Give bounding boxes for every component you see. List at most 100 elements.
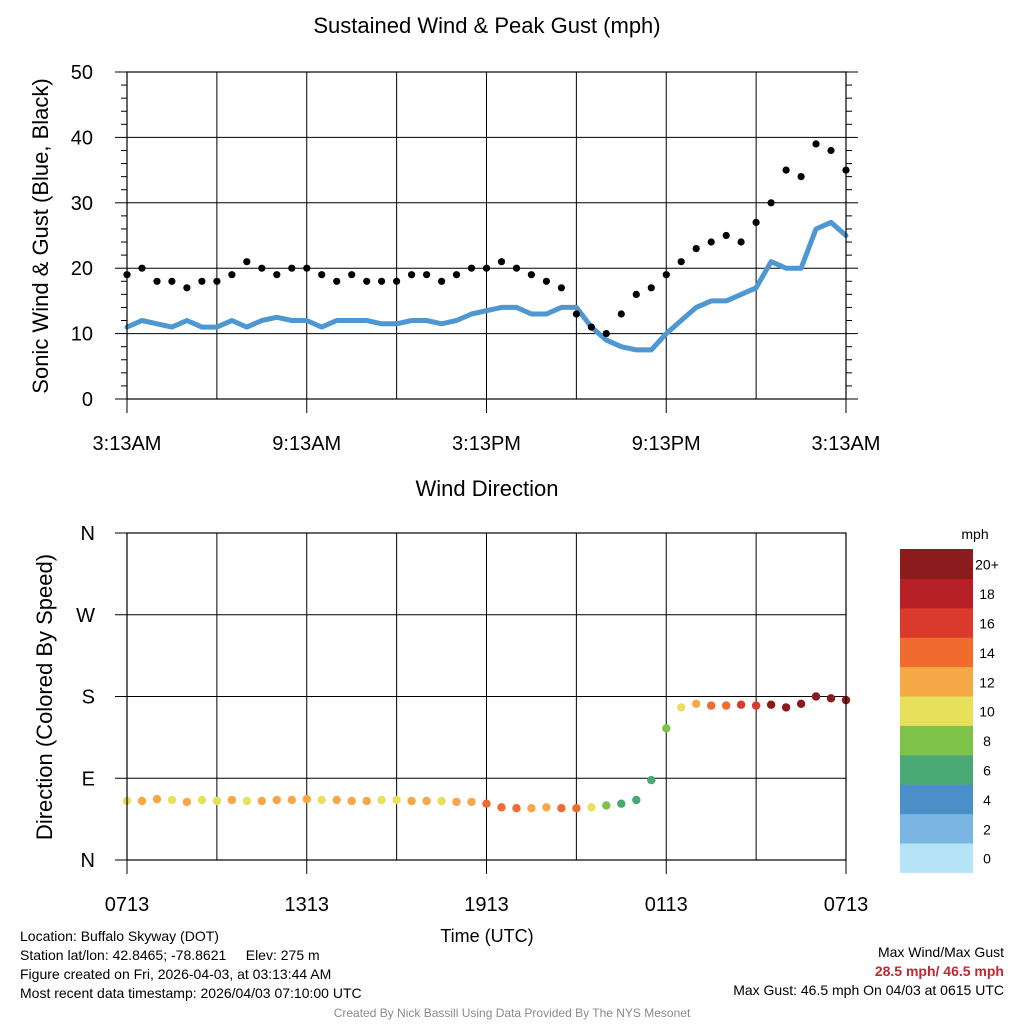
top-x-tick-label: 9:13AM (272, 433, 341, 455)
credit-text: Created By Nick Bassill Using Data Provi… (333, 1006, 691, 1020)
direction-point (796, 699, 806, 708)
gust-point (647, 284, 655, 292)
top-series-layer (123, 140, 850, 353)
gust-point (497, 258, 506, 266)
top-y-tick-label: 50 (71, 62, 93, 84)
bottom-y-tick-label: S (82, 687, 95, 709)
colorbar-swatch (900, 696, 973, 726)
max-values: 28.5 mph/ 46.5 mph (874, 963, 1004, 979)
elevation-text: Elev: 275 m (245, 947, 320, 963)
colorbar-label: 2 (983, 821, 991, 837)
direction-point (722, 701, 731, 710)
bottom-y-tick-label: W (76, 605, 95, 627)
gust-point (183, 284, 191, 292)
top-x-tick-label: 3:13AM (812, 433, 881, 455)
gust-point (273, 271, 281, 279)
direction-point (302, 794, 311, 804)
direction-point (272, 795, 281, 805)
bottom-chart-title: Wind Direction (415, 476, 558, 501)
colorbar-label: 20+ (975, 557, 999, 573)
top-y-tick-label: 10 (71, 324, 93, 346)
top-y-tick-label: 20 (71, 258, 93, 280)
direction-point (557, 804, 566, 813)
top-y-tick-label: 40 (71, 127, 93, 149)
gust-point (662, 271, 670, 279)
gust-point (617, 310, 625, 318)
direction-point (377, 795, 386, 805)
gust-point (677, 258, 685, 266)
recent-data-text: Most recent data timestamp: 2026/04/03 0… (20, 985, 362, 1001)
direction-point (527, 804, 536, 813)
colorbar-label: 6 (983, 763, 991, 779)
colorbar-unit: mph (961, 526, 988, 542)
direction-point (257, 796, 266, 806)
gust-point (452, 271, 461, 279)
direction-point (467, 797, 476, 807)
colorbar-swatch (900, 784, 973, 815)
colorbar-label: 4 (983, 792, 991, 808)
top-y-tick-label: 0 (82, 389, 93, 411)
gust-point (408, 271, 416, 279)
colorbar-label: 0 (983, 851, 991, 867)
direction-point (362, 796, 371, 806)
top-y-tick-label: 30 (71, 193, 93, 215)
direction-point (317, 795, 326, 805)
top-y-axis-label: Sonic Wind & Gust (Blue, Black) (28, 78, 53, 393)
gust-point (258, 264, 266, 272)
direction-point (632, 795, 641, 805)
gust-point (467, 264, 476, 272)
direction-point (437, 796, 446, 806)
direction-point (392, 795, 401, 805)
gust-point (318, 271, 326, 279)
gust-point (243, 258, 251, 266)
bottom-gridlines (126, 533, 847, 860)
direction-point (512, 804, 521, 813)
gust-point (557, 284, 566, 292)
colorbar-swatch (900, 607, 973, 638)
gust-point (572, 310, 581, 318)
direction-point (692, 699, 701, 708)
direction-point (152, 794, 162, 804)
location-text: Location: Buffalo Skyway (DOT) (20, 928, 219, 944)
direction-point (751, 701, 761, 710)
direction-point (677, 703, 686, 712)
gust-point (213, 277, 221, 285)
gust-point (303, 264, 311, 272)
bottom-series-layer (122, 692, 851, 813)
bottom-y-tick-label: N (81, 523, 95, 545)
colorbar-label: 12 (979, 674, 995, 690)
direction-point (572, 804, 581, 813)
gust-point (198, 277, 206, 285)
colorbar-swatch (900, 578, 973, 609)
direction-point (811, 692, 821, 701)
direction-point (407, 796, 416, 806)
direction-point (662, 724, 671, 733)
colorbar-label: 14 (979, 645, 995, 661)
gust-point (722, 231, 730, 240)
max-gust-text: Max Gust: 46.5 mph On 04/03 at 0615 UTC (733, 982, 1004, 998)
created-text: Figure created on Fri, 2026-04-03, at 03… (20, 966, 332, 982)
direction-point (332, 795, 341, 805)
bottom-x-tick-label: 1913 (464, 894, 509, 916)
direction-point (347, 796, 356, 806)
colorbar-swatch (900, 843, 973, 873)
gust-point (737, 238, 745, 246)
colorbar-label: 18 (979, 586, 995, 602)
gust-point (348, 271, 356, 279)
colorbar-swatch (900, 813, 973, 844)
colorbar-label: 8 (983, 733, 991, 749)
gust-point (752, 218, 760, 226)
gust-point (782, 166, 790, 174)
gust-point (138, 264, 146, 272)
direction-point (167, 795, 177, 805)
gust-point (692, 245, 700, 253)
max-info: Max Wind/Max Gust 28.5 mph/ 46.5 mph Max… (733, 943, 1004, 1000)
top-x-tick-label: 3:13AM (93, 433, 162, 455)
gust-point (438, 277, 446, 285)
direction-point (602, 801, 611, 810)
latlon-line: Station lat/lon: 42.8465; -78.8621 Elev:… (20, 946, 362, 965)
bottom-y-tick-label: E (82, 768, 95, 790)
direction-point (587, 803, 596, 812)
colorbar-swatch (900, 754, 973, 785)
